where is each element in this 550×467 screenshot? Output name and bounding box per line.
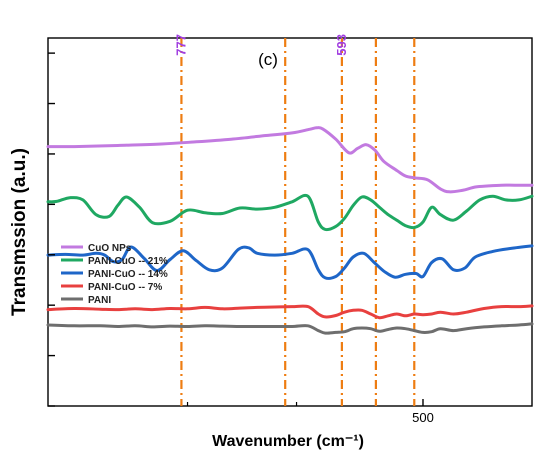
axis-ticks: 500	[48, 52, 434, 425]
panel-label: (c)	[258, 50, 278, 69]
legend: CuO NPs PANI-CuO -- 21% PANI-CuO -- 14% PAN…	[61, 243, 168, 306]
reference-label-2: 593	[334, 34, 349, 56]
reference-label-0: 777	[173, 34, 188, 56]
legend-label-0: CuO NPs	[88, 243, 132, 254]
series-lines	[46, 126, 534, 335]
y-axis-title: Transmssion (a.u.)	[9, 148, 30, 316]
series-line-4	[46, 322, 534, 335]
legend-label-4: PANI	[88, 295, 111, 306]
x-tick-label-0: 500	[412, 410, 434, 425]
series-line-3	[46, 304, 534, 320]
series-line-0	[46, 126, 534, 194]
legend-label-3: PANI-CuO -- 7%	[88, 282, 162, 293]
legend-label-1: PANI-CuO -- 21%	[88, 256, 168, 267]
plot-frame	[47, 37, 533, 407]
x-axis-title: Wavenumber (cm⁻¹)	[212, 433, 364, 450]
series-line-1	[46, 193, 534, 232]
reference-labels: 777 593	[173, 34, 348, 56]
series-line-2	[46, 244, 534, 280]
legend-label-2: PANI-CuO -- 14%	[88, 269, 168, 280]
reference-lines	[180, 38, 416, 406]
